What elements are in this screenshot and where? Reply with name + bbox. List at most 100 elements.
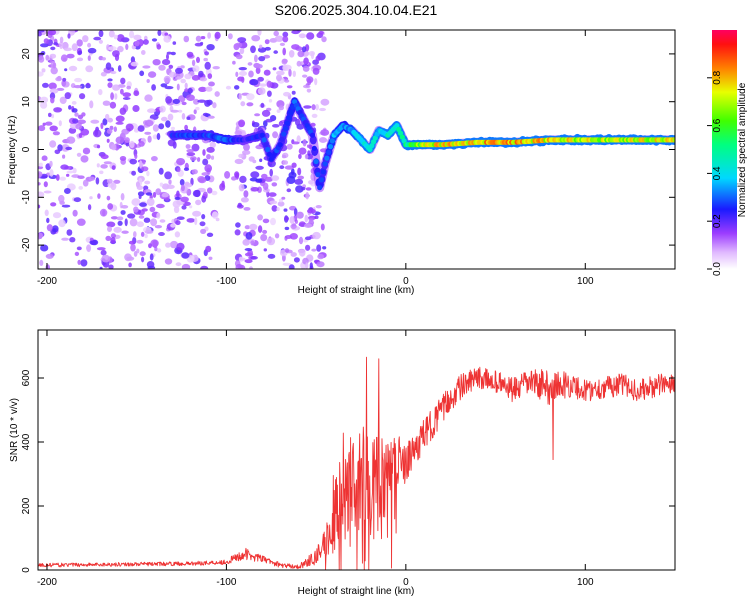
heatmap-speckle (43, 181, 48, 188)
heatmap-speckle (186, 218, 196, 223)
heatmap-speckle (120, 88, 124, 95)
heatmap-speckle (181, 101, 187, 106)
heatmap-speckle (297, 50, 305, 58)
heatmap-speckle (158, 232, 165, 236)
heatmap-speckle (98, 39, 103, 44)
heatmap-speckle (149, 253, 154, 261)
heatmap-speckle (105, 62, 112, 70)
heatmap-speckle (61, 204, 71, 208)
heatmap-speckle (237, 202, 242, 208)
heatmap-speckle (254, 54, 258, 63)
heatmap-speckle (204, 51, 210, 56)
heatmap-speckle (238, 93, 242, 100)
heatmap-speckle (206, 154, 211, 160)
heatmap-speckle (262, 182, 269, 190)
heatmap-speckle (121, 230, 129, 234)
heatmap-speckle (239, 175, 247, 183)
heatmap-speckle (250, 171, 260, 179)
heatmap-speckle (156, 203, 165, 209)
heatmap-speckle (268, 192, 277, 197)
heatmap-speckle (195, 106, 200, 111)
heatmap-speckle (177, 109, 183, 113)
y-tick-label: 400 (21, 433, 32, 450)
heatmap-speckle (316, 244, 322, 252)
heatmap-speckle (103, 161, 112, 165)
heatmap-speckle (189, 205, 193, 209)
heatmap-speckle (128, 262, 132, 268)
heatmap-speckle (55, 174, 60, 181)
heatmap-speckle (311, 248, 317, 252)
heatmap-speckle (152, 134, 159, 140)
heatmap-speckle (161, 116, 168, 122)
snr-y-ticks: 0 200 400 600 (21, 369, 675, 573)
heatmap-speckle (198, 177, 207, 184)
heatmap-speckle (306, 144, 311, 148)
y-tick-label: 20 (21, 48, 32, 60)
heatmap-speckle (116, 216, 124, 221)
heatmap-speckle (110, 233, 116, 239)
heatmap-speckle (116, 34, 125, 42)
heatmap-speckle (206, 146, 215, 153)
signal-core (397, 130, 404, 136)
y-tick-label: 600 (21, 369, 32, 386)
heatmap-speckle (89, 196, 93, 200)
heatmap-speckle (74, 251, 80, 256)
heatmap-speckle (154, 225, 162, 229)
heatmap-speckle (159, 182, 164, 187)
heatmap-speckle (58, 219, 66, 228)
heatmap-speckle (134, 40, 140, 47)
heatmap-speckle (133, 90, 140, 97)
heatmap-speckle (193, 189, 201, 198)
heatmap-speckle (260, 234, 268, 242)
heatmap-speckle (282, 262, 292, 266)
heatmap-speckle (240, 197, 249, 203)
heatmap-speckle (130, 243, 136, 252)
heatmap-speckle (85, 65, 94, 73)
heatmap-speckle (240, 257, 246, 261)
heatmap-speckle (160, 83, 168, 88)
heatmap-speckle (107, 226, 112, 233)
heatmap-speckle (110, 70, 117, 75)
heatmap-speckle (170, 109, 179, 113)
heatmap-speckle (293, 208, 298, 216)
heatmap-speckle (82, 179, 89, 187)
heatmap-speckle (238, 119, 246, 128)
heatmap-speckle (165, 96, 173, 104)
heatmap-speckle (316, 261, 325, 268)
heatmap-speckle (38, 55, 45, 63)
heatmap-speckle (66, 53, 75, 59)
heatmap-speckle (45, 54, 50, 61)
heatmap-speckle (282, 160, 289, 165)
heatmap-speckle (170, 51, 176, 56)
heatmap-speckle (176, 167, 181, 172)
heatmap-speckle (54, 149, 61, 155)
heatmap-speckle (193, 98, 200, 105)
heatmap-speckle (133, 206, 139, 213)
heatmap-speckle (296, 211, 304, 219)
heatmap-speckle (272, 67, 277, 71)
heatmap-speckle (315, 205, 322, 209)
heatmap-speckle (257, 214, 263, 221)
heatmap-speckle (266, 80, 273, 88)
heatmap-speckle (211, 190, 218, 196)
heatmap-speckle (45, 253, 54, 259)
heatmap-speckle (306, 76, 314, 84)
heatmap-speckle (272, 124, 280, 128)
heatmap-speckle (158, 64, 166, 71)
heatmap-speckle (243, 190, 249, 198)
heatmap-speckle (74, 77, 83, 83)
heatmap-speckle (235, 42, 243, 48)
heatmap-speckle (183, 183, 193, 188)
heatmap-speckle (276, 109, 281, 113)
snr-x-axis-label: Height of straight line (km) (298, 586, 415, 597)
heatmap-speckle (151, 84, 157, 91)
heatmap-speckle (284, 216, 290, 221)
heatmap-speckle (208, 81, 215, 87)
heatmap-speckle (115, 121, 124, 125)
heatmap-speckle (250, 255, 258, 260)
heatmap-speckle (120, 210, 126, 215)
heatmap-speckle (45, 264, 50, 269)
heatmap-speckle (38, 171, 43, 178)
x-tick-label: -200 (37, 276, 57, 287)
heatmap-speckle (266, 237, 276, 246)
